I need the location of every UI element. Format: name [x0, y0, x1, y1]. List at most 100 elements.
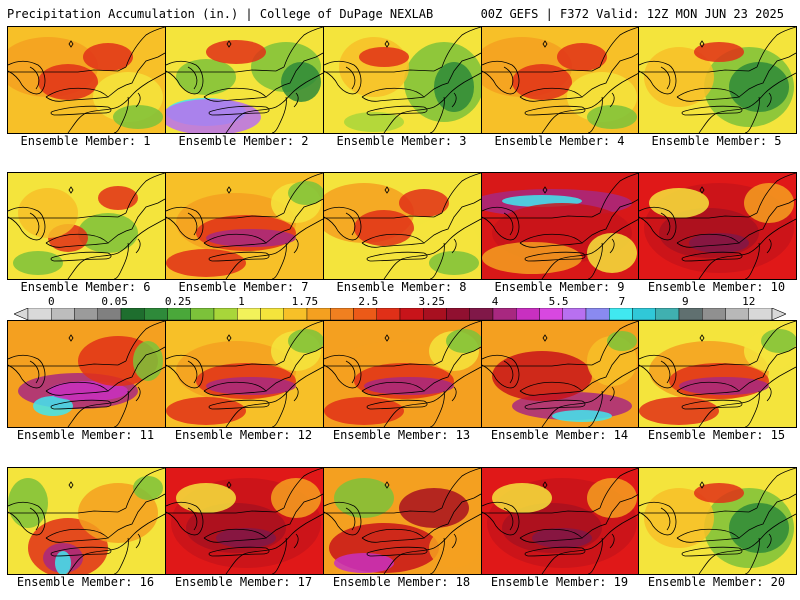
precip-blob [334, 478, 394, 518]
ensemble-member-map-10 [638, 172, 797, 280]
precipitation-field [8, 27, 165, 133]
coastline-border [660, 507, 671, 531]
coastline-border [208, 251, 270, 262]
coastline-border [324, 206, 362, 241]
ensemble-member-label: Ensemble Member: 7 [178, 280, 309, 294]
coastline-border [225, 218, 323, 279]
precip-blob [399, 488, 469, 528]
ensemble-member-label: Ensemble Member: 9 [494, 280, 625, 294]
coastline-border [482, 501, 520, 536]
ensemble-member-map-17 [165, 467, 324, 575]
colorbar-swatch [446, 308, 470, 320]
coastline-border [429, 537, 445, 574]
colorbar-tick-label: 3.25 [418, 295, 445, 308]
coastline-border [271, 537, 287, 574]
coastline-border [756, 173, 796, 214]
coastline-border [8, 507, 127, 514]
coastline-border [187, 66, 198, 90]
coastline-border [441, 321, 481, 362]
colorbar-tick-label: 5.5 [548, 295, 569, 308]
coastline-border [766, 386, 772, 402]
station-marker [384, 40, 390, 48]
coastline-border [441, 27, 481, 68]
coastline-border [107, 493, 165, 539]
coastline-border [324, 507, 443, 514]
coastline-border [8, 60, 46, 95]
ensemble-member-map-11 [7, 320, 166, 428]
coastline-border [482, 66, 601, 73]
coastline-border [429, 96, 445, 133]
colorbar-swatch [330, 308, 354, 320]
coastline-border [67, 513, 165, 574]
colorbar-swatch [376, 308, 401, 320]
coastline-border [366, 105, 428, 116]
colorbar-tick-label: 0.25 [164, 295, 192, 308]
coastline-border [441, 173, 481, 214]
ensemble-member-label: Ensemble Member: 6 [20, 280, 151, 294]
coastline-border [744, 96, 760, 133]
coastline-border [283, 173, 323, 214]
colorbar-tick-label: 12 [742, 295, 756, 308]
precip-blob [729, 62, 789, 112]
colorbar-swatch [97, 308, 122, 320]
coastline-border [581, 198, 639, 244]
coastline-border [599, 321, 639, 362]
precip-blob [288, 329, 323, 353]
precip-blob [679, 377, 769, 395]
coastline-border [482, 507, 601, 514]
coastline-border [766, 92, 772, 108]
coastline-border [8, 360, 127, 367]
ensemble-member-map-13 [323, 320, 482, 428]
coastline-border [113, 537, 129, 574]
precip-blob [166, 397, 246, 425]
coastline-border [166, 507, 285, 514]
ensemble-member-map-12 [165, 320, 324, 428]
coastline-border [283, 468, 323, 509]
precip-blob [98, 186, 138, 210]
ensemble-member-map-6 [7, 172, 166, 280]
ensemble-member-label: Ensemble Member: 15 [647, 428, 786, 442]
precip-blob [344, 112, 404, 132]
ensemble-member-label: Ensemble Member: 3 [336, 134, 467, 148]
coastline-border [744, 390, 760, 427]
colorbar-tick-label: 1.75 [291, 295, 319, 308]
station-marker [542, 334, 548, 342]
coastline-border [503, 66, 514, 90]
colorbar-tick-label: 2.5 [358, 295, 379, 308]
colorbar-swatch [562, 308, 587, 320]
coastline-border [451, 386, 457, 402]
station-marker [384, 334, 390, 342]
station-marker [699, 334, 705, 342]
precip-blob [55, 551, 71, 574]
colorbar-swatch [190, 308, 215, 320]
colorbar-swatch [655, 308, 680, 320]
coastline-border [324, 60, 362, 95]
coastline-border [166, 212, 285, 219]
colorbar-tick-label: 7 [618, 295, 626, 308]
chart-title: Precipitation Accumulation (in.) | Colle… [7, 7, 434, 21]
coastline-border [50, 399, 112, 410]
station-marker [68, 186, 74, 194]
coastline-border [29, 507, 40, 531]
precipitation-field [324, 321, 481, 427]
coastline-border [324, 501, 362, 536]
colorbar-swatch [213, 308, 238, 320]
coastline-border [50, 105, 112, 116]
coastline-border [482, 212, 601, 219]
precip-blob [364, 377, 454, 395]
coastline-border [265, 52, 323, 98]
coastline-border [639, 507, 758, 514]
coastline-border [698, 218, 796, 279]
coastline-border [345, 360, 356, 384]
precip-blob [281, 62, 321, 102]
coastline-border [756, 321, 796, 362]
ensemble-member-map-9 [481, 172, 640, 280]
coastline-border [609, 238, 615, 254]
coastline-border [135, 386, 141, 402]
colorbar-tick-label: 1 [238, 295, 245, 308]
coastline-border [587, 537, 603, 574]
coastline-border [423, 198, 481, 244]
precip-blob [83, 43, 133, 71]
coastline-border [293, 533, 299, 549]
ensemble-member-map-4 [481, 26, 640, 134]
